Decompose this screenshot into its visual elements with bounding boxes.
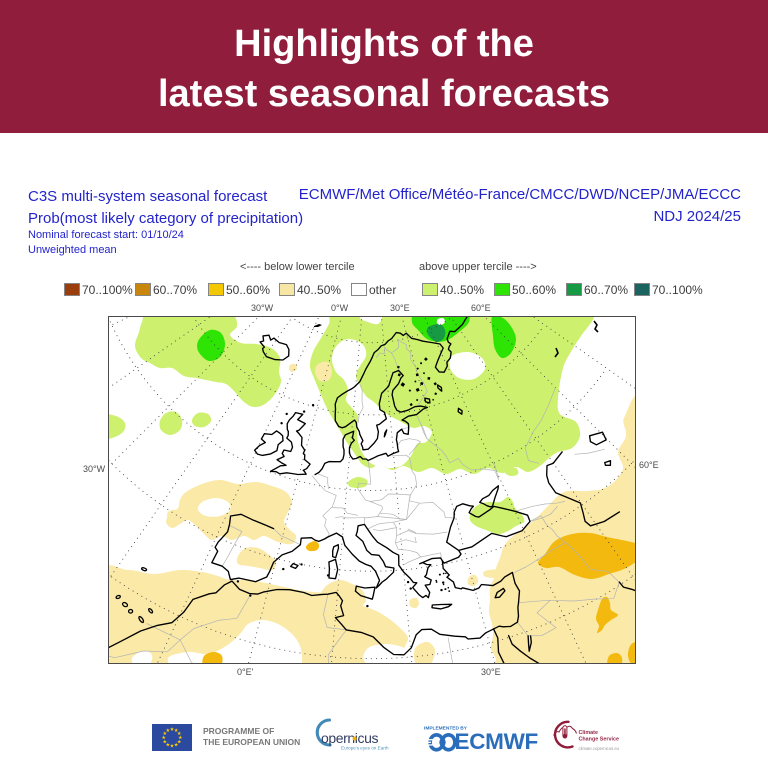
- svg-text:Europe's eyes on Earth: Europe's eyes on Earth: [341, 746, 389, 751]
- svg-text:Climate: Climate: [579, 730, 598, 736]
- svg-text:climate.copernicus.eu: climate.copernicus.eu: [579, 746, 620, 751]
- svg-text:IMPLEMENTED BY: IMPLEMENTED BY: [424, 726, 468, 732]
- svg-text:Change Service: Change Service: [579, 737, 619, 743]
- svg-text:opernicus: opernicus: [321, 730, 379, 746]
- svg-text:ECMWF: ECMWF: [455, 729, 538, 754]
